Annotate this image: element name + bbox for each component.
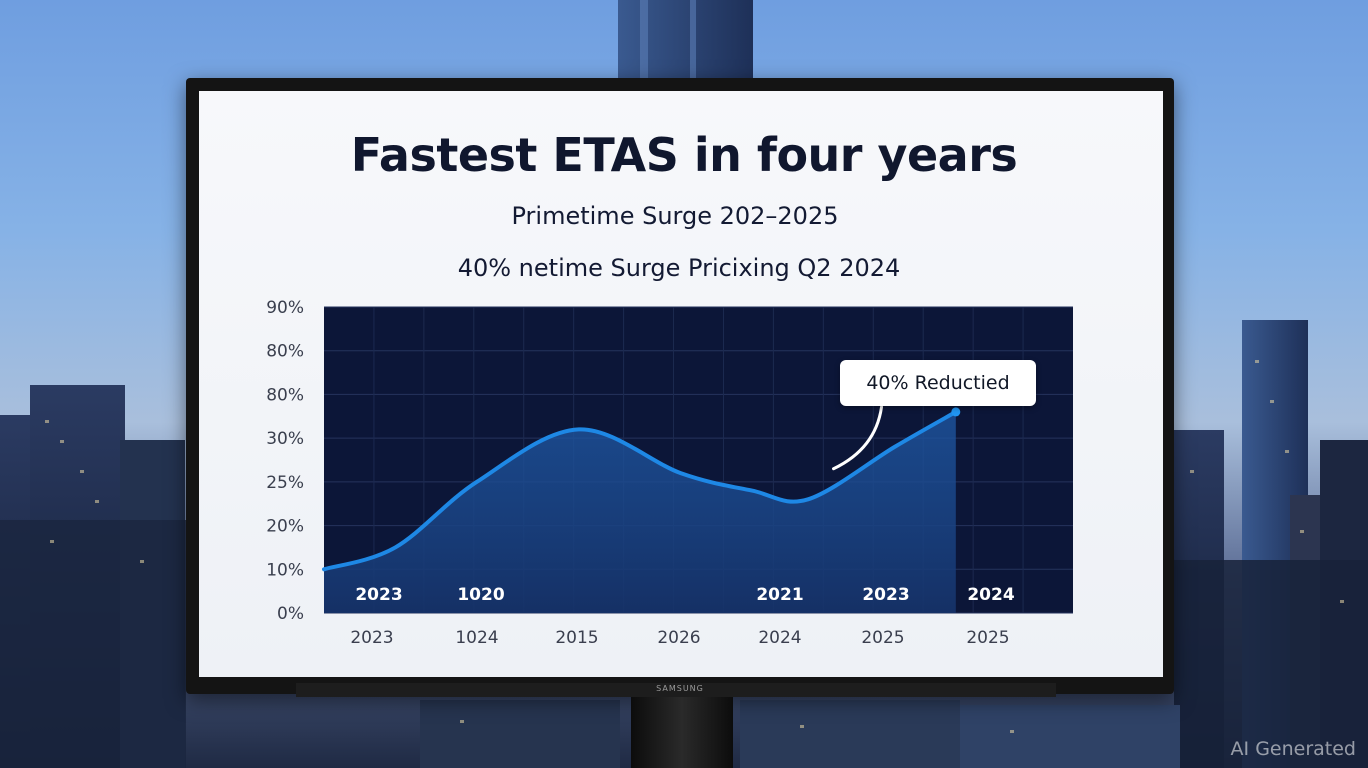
inner-x-label: 2023 xyxy=(355,585,402,605)
x-tick-label: 2026 xyxy=(657,628,700,648)
callout-pointer xyxy=(832,405,884,471)
monitor-stand xyxy=(631,697,733,768)
x-tick-label: 2024 xyxy=(758,628,801,648)
watermark: AI Generated xyxy=(1230,738,1356,760)
chart-title: Fastest ETAS in four years xyxy=(350,128,1018,182)
y-tick-label: 0% xyxy=(277,604,304,624)
y-tick-label: 30% xyxy=(266,429,304,449)
y-tick-label: 10% xyxy=(266,560,304,580)
y-tick-label: 20% xyxy=(266,517,304,537)
inner-x-label: 2023 xyxy=(862,585,909,605)
series-end-point xyxy=(951,407,961,417)
y-axis-labels: 0% 10% 20% 25% 30% 80% 80% 90% xyxy=(266,298,304,624)
series-line xyxy=(322,409,958,572)
chart-subtitle: Primetime Surge 202–2025 xyxy=(511,202,839,230)
inner-x-label: 2021 xyxy=(756,585,803,605)
y-tick-label: 25% xyxy=(266,473,304,493)
y-tick-label: 80% xyxy=(266,385,304,405)
x-axis-labels: 2023 1024 2015 2026 2024 2025 2025 xyxy=(350,628,1009,648)
annotation-callout: 40% Reductied xyxy=(840,360,1036,406)
monitor-bezel-bottom xyxy=(296,683,1056,697)
x-tick-label: 2025 xyxy=(861,628,904,648)
x-tick-label: 2025 xyxy=(966,628,1009,648)
inner-x-label: 2024 xyxy=(967,585,1014,605)
series-area-fill xyxy=(324,411,956,613)
x-tick-label: 1024 xyxy=(455,628,498,648)
x-tick-label: 2023 xyxy=(350,628,393,648)
inner-x-labels: 2023 1020 2021 2023 2024 xyxy=(355,585,1014,605)
y-tick-label: 90% xyxy=(266,298,304,318)
x-tick-label: 2015 xyxy=(555,628,598,648)
monitor-brand-logo: SAMSUNG xyxy=(656,684,704,693)
inner-x-label: 1020 xyxy=(457,585,504,605)
y-tick-label: 80% xyxy=(266,342,304,362)
chart-subtitle-secondary: 40% netime Surge Pricixing Q2 2024 xyxy=(457,254,901,282)
